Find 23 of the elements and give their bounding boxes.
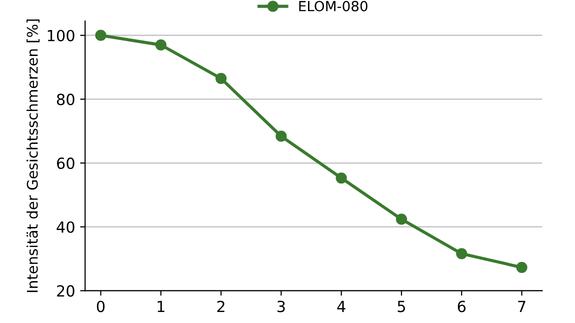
x-tick-label: 7 bbox=[518, 300, 526, 312]
x-tick-label: 3 bbox=[277, 300, 285, 312]
point bbox=[276, 130, 287, 142]
point bbox=[396, 214, 408, 225]
legend-label: ELOM-080 bbox=[299, 0, 368, 12]
x-tick-label: 5 bbox=[398, 300, 406, 312]
x-tick-label: 6 bbox=[458, 300, 466, 312]
point bbox=[155, 39, 166, 50]
x-tick-label: 1 bbox=[158, 300, 164, 312]
y-tick-label: 80 bbox=[56, 94, 74, 106]
y-tick-label: 100 bbox=[48, 30, 74, 42]
y-tick-label: 60 bbox=[57, 157, 74, 170]
point bbox=[456, 248, 468, 260]
point bbox=[516, 262, 528, 273]
x-tick-label: 2 bbox=[217, 300, 224, 312]
point bbox=[95, 30, 106, 41]
point bbox=[215, 72, 227, 84]
point bbox=[336, 172, 347, 184]
x-tick-label: 4 bbox=[337, 300, 346, 312]
y-tick-label: 40 bbox=[56, 221, 74, 233]
x-tick-label: 0 bbox=[96, 300, 105, 312]
y-axis-title: Intensität der Gesichtsschmerzen [%] bbox=[26, 19, 40, 292]
y-tick-label: 20 bbox=[57, 285, 74, 297]
